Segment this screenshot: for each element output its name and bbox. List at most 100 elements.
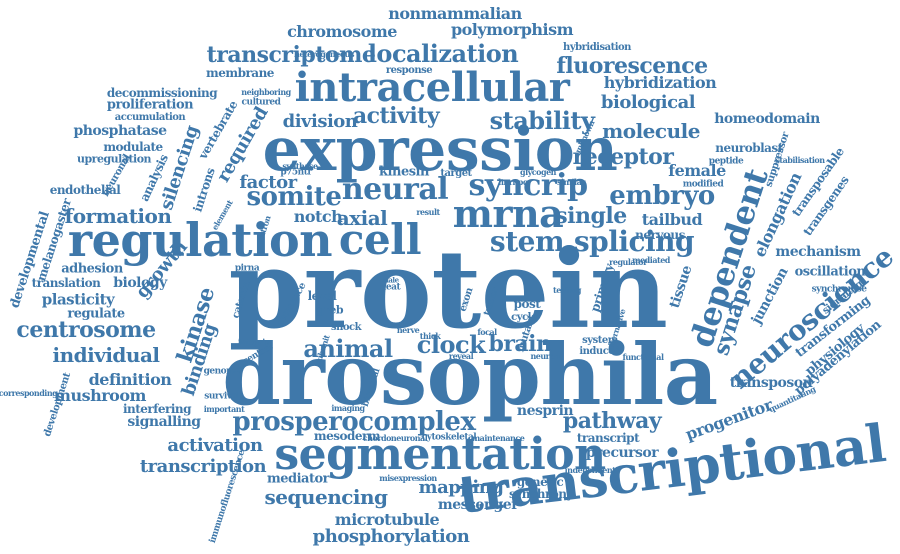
word: nonmammalian: [388, 4, 522, 23]
word: cycle: [511, 312, 537, 323]
word: introns: [190, 166, 218, 214]
word: segmentation: [274, 429, 606, 480]
word: female: [668, 161, 726, 180]
word: notch: [293, 207, 343, 226]
word: factor: [239, 172, 297, 193]
word: nerve: [396, 325, 420, 335]
word: receptor: [572, 144, 674, 170]
word: induced: [579, 346, 621, 357]
word: target: [440, 168, 472, 179]
word: functional: [622, 352, 664, 362]
word: integrin: [237, 337, 271, 347]
word: imaging: [331, 403, 365, 413]
word: neuron: [530, 351, 560, 361]
word: brain: [488, 331, 552, 357]
word: centrosome: [16, 317, 156, 343]
word: thick: [419, 331, 441, 341]
word: heterogeneous: [294, 49, 355, 59]
word: glycogen: [520, 167, 557, 177]
word: polymorphism: [450, 20, 574, 39]
word: nervous: [635, 228, 685, 242]
word: syncrip: [468, 168, 588, 203]
word: regulator: [609, 257, 647, 267]
word: transcription: [139, 456, 267, 477]
word: pathway: [562, 408, 662, 434]
word: division: [282, 111, 358, 132]
word: prosperocomplex: [232, 407, 476, 437]
word: sequencing: [264, 485, 388, 509]
word: cultured: [241, 97, 281, 108]
word: activity: [352, 103, 440, 129]
word: independent: [564, 465, 616, 475]
word: peptide: [708, 156, 744, 167]
word: level: [307, 289, 337, 303]
word: endothelial: [49, 183, 121, 197]
word: translation: [31, 276, 101, 290]
word: drosophila: [222, 325, 718, 424]
word: transcript: [576, 431, 640, 445]
word: localization: [367, 39, 519, 68]
word: animal: [303, 334, 393, 363]
word: messenger: [437, 497, 519, 513]
word: neuroblast: [715, 141, 783, 155]
word: genetic: [516, 475, 564, 489]
word: biology: [113, 275, 167, 291]
word: protein: [228, 227, 668, 353]
word: heat: [379, 282, 401, 293]
word: transposon: [729, 375, 813, 391]
word: decommissioning: [106, 86, 218, 100]
word: stabilisation: [775, 155, 825, 165]
word: proliferation: [106, 97, 194, 113]
word: stability: [489, 106, 595, 135]
word: chromosome: [287, 22, 397, 41]
word: mesoderm: [313, 429, 381, 443]
word: interfering: [122, 402, 192, 416]
word: cytoskeletal: [421, 432, 477, 443]
word: modulate: [103, 140, 163, 154]
word: definition: [88, 370, 172, 389]
word: biological: [600, 92, 696, 113]
word: single: [555, 203, 627, 229]
word: oscillation: [794, 264, 866, 280]
word: mushroom: [54, 386, 146, 405]
word: phosphorylation: [312, 526, 470, 547]
word: kinesin: [379, 164, 429, 180]
word: activation: [167, 435, 263, 456]
word: corresponding: [0, 388, 58, 398]
word: greb: [316, 303, 344, 317]
word: regulate: [67, 306, 125, 322]
word: maintenance: [471, 433, 525, 443]
word: pirna: [234, 263, 260, 274]
word: mediator: [266, 471, 330, 487]
word: splicing: [573, 225, 695, 258]
word: fluorescence: [556, 53, 708, 79]
word: axial: [336, 206, 388, 230]
word: post: [513, 297, 541, 311]
word: cell: [338, 215, 422, 264]
word: molecule: [602, 119, 700, 143]
word: tailbud: [641, 210, 703, 229]
word: tissue: [666, 263, 696, 311]
word: intracellular: [294, 64, 570, 111]
word: p75ntr: [280, 167, 312, 178]
word: chordoneuronal: [362, 433, 428, 443]
word: hybridization: [603, 73, 717, 92]
word: mediated: [632, 255, 670, 265]
word: result: [416, 207, 440, 217]
word: genome: [203, 366, 241, 377]
word: homeodomain: [714, 111, 820, 127]
word: mapping: [418, 477, 504, 498]
word: neighboring: [241, 87, 291, 97]
word: synthase: [282, 161, 318, 171]
word: mrna: [452, 191, 564, 236]
word: microtubule: [334, 510, 440, 529]
word: reveal: [448, 351, 474, 361]
word: testing: [553, 285, 581, 295]
word: precursor: [585, 445, 659, 461]
word: similar: [557, 177, 585, 187]
word: upregulation: [76, 152, 152, 166]
word: misexpression: [379, 473, 437, 483]
word: survival: [204, 391, 240, 402]
word: formation: [64, 204, 172, 228]
word: transcriptome: [206, 42, 376, 68]
